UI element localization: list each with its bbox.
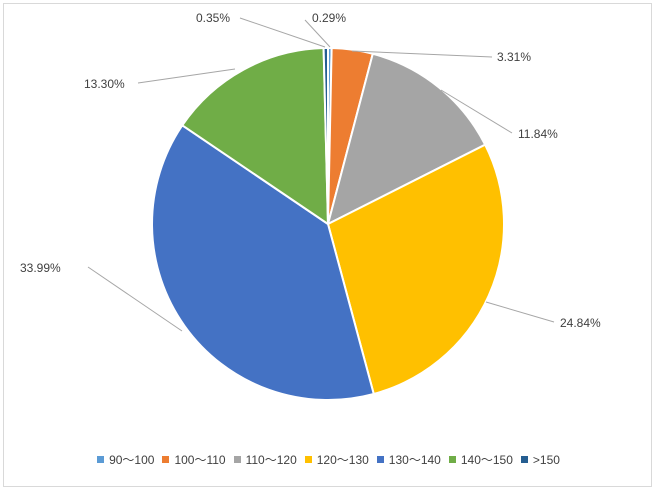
legend-item-4: 130～140 <box>376 451 441 468</box>
legend-item-5: 140～150 <box>448 451 513 468</box>
legend-label-4: 130～140 <box>388 453 441 467</box>
data-label-0: 0.29% <box>312 11 346 25</box>
legend-item-1: 100～110 <box>162 451 226 468</box>
data-labels: 0.29% 3.31% 11.84% 24.84% 33.99% 13.30% 0.35% <box>20 11 601 330</box>
pie-slice-6 <box>322 46 329 225</box>
legend-label-6: >150 <box>532 453 560 467</box>
legend-swatch-2 <box>233 456 241 464</box>
leader-line-3 <box>485 301 555 323</box>
leader-line-0 <box>304 19 331 48</box>
data-label-1: 3.31% <box>497 50 531 64</box>
pie-slice-2 <box>326 52 487 226</box>
legend-item-2: 110～120 <box>233 451 297 468</box>
legend-swatch-0 <box>97 456 105 464</box>
legend-label-2: 110～120 <box>245 453 297 467</box>
pie-slice-4 <box>151 123 375 401</box>
leader-line-4 <box>87 266 183 332</box>
legend-item-3: 120～130 <box>304 451 369 468</box>
legend-swatch-1 <box>162 456 170 464</box>
data-label-4: 33.99% <box>20 261 61 275</box>
leader-line-6 <box>239 17 326 48</box>
legend-label-3: 120～130 <box>316 453 369 467</box>
data-label-6: 0.35% <box>196 11 230 25</box>
leader-line-1 <box>351 50 493 58</box>
legend-label-5: 140～150 <box>460 453 513 467</box>
leader-lines <box>87 17 555 332</box>
legend-swatch-3 <box>304 456 312 464</box>
legend-swatch-6 <box>520 456 528 464</box>
legend: 90～100 100～110 110～120 120～130 130～140 140～15… <box>0 451 657 468</box>
data-label-3: 24.84% <box>560 316 601 330</box>
pie-slices <box>151 46 505 401</box>
pie-slice-3 <box>326 143 505 396</box>
legend-label-0: 90～100 <box>109 453 155 467</box>
data-label-5: 13.30% <box>84 77 125 91</box>
legend-label-1: 100～110 <box>174 453 226 467</box>
legend-item-0: 90～100 <box>97 451 154 468</box>
legend-swatch-5 <box>448 456 456 464</box>
leader-line-5 <box>137 68 236 84</box>
leader-line-2 <box>440 89 513 134</box>
pie-slice-5 <box>180 47 330 226</box>
data-label-2: 11.84% <box>518 127 558 141</box>
legend-swatch-4 <box>376 456 384 464</box>
legend-item-6: >150 <box>520 453 560 467</box>
